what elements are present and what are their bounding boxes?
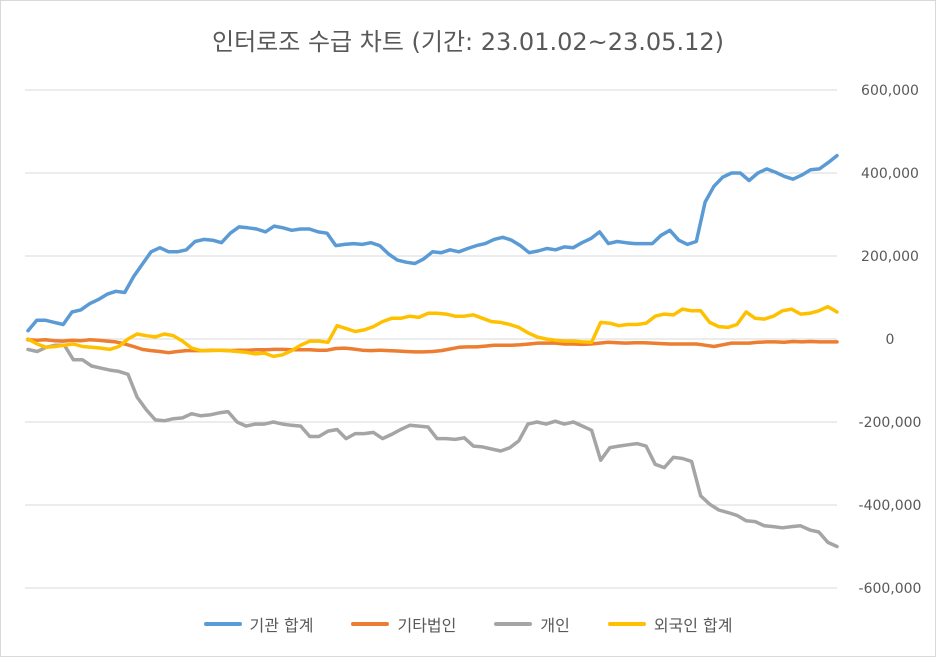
y-axis-ticks: 600,000 400,000 200,000 0 -200,000 -400,000 -6…: [859, 83, 922, 597]
y-tick-label: 400,000: [861, 166, 919, 182]
legend-swatch: [607, 622, 646, 626]
legend-item: 외국인 합계: [607, 612, 733, 636]
series-lines: [26, 153, 839, 549]
y-tick-label: -600,000: [859, 581, 922, 597]
legend-label: 개인: [540, 616, 570, 635]
y-tick-label: 600,000: [861, 83, 919, 99]
legend-swatch: [351, 622, 390, 626]
legend-item: 기관 합계: [203, 612, 314, 636]
series-line-0: [26, 153, 839, 333]
y-tick-label: -200,000: [859, 415, 922, 431]
legend-swatch: [203, 622, 242, 626]
legend-label: 외국인 합계: [653, 616, 733, 635]
legend: 기관 합계 기타법인 개인 외국인 합계: [0, 612, 936, 636]
y-tick-label: -400,000: [859, 498, 922, 514]
legend-item: 기타법인: [351, 612, 456, 636]
gridlines: [25, 89, 837, 589]
y-tick-label: 0: [886, 332, 895, 348]
y-tick-label: 200,000: [861, 249, 919, 265]
chart-title: 인터로조 수급 차트 (기간: 23.01.02~23.05.12): [212, 28, 724, 56]
legend-label: 기타법인: [397, 616, 457, 635]
legend-swatch: [494, 622, 533, 626]
series-line-3: [26, 304, 839, 359]
legend-item: 개인: [494, 612, 570, 636]
legend-label: 기관 합계: [249, 616, 314, 635]
series-line-1: [26, 338, 839, 355]
series-line-2: [26, 343, 839, 549]
